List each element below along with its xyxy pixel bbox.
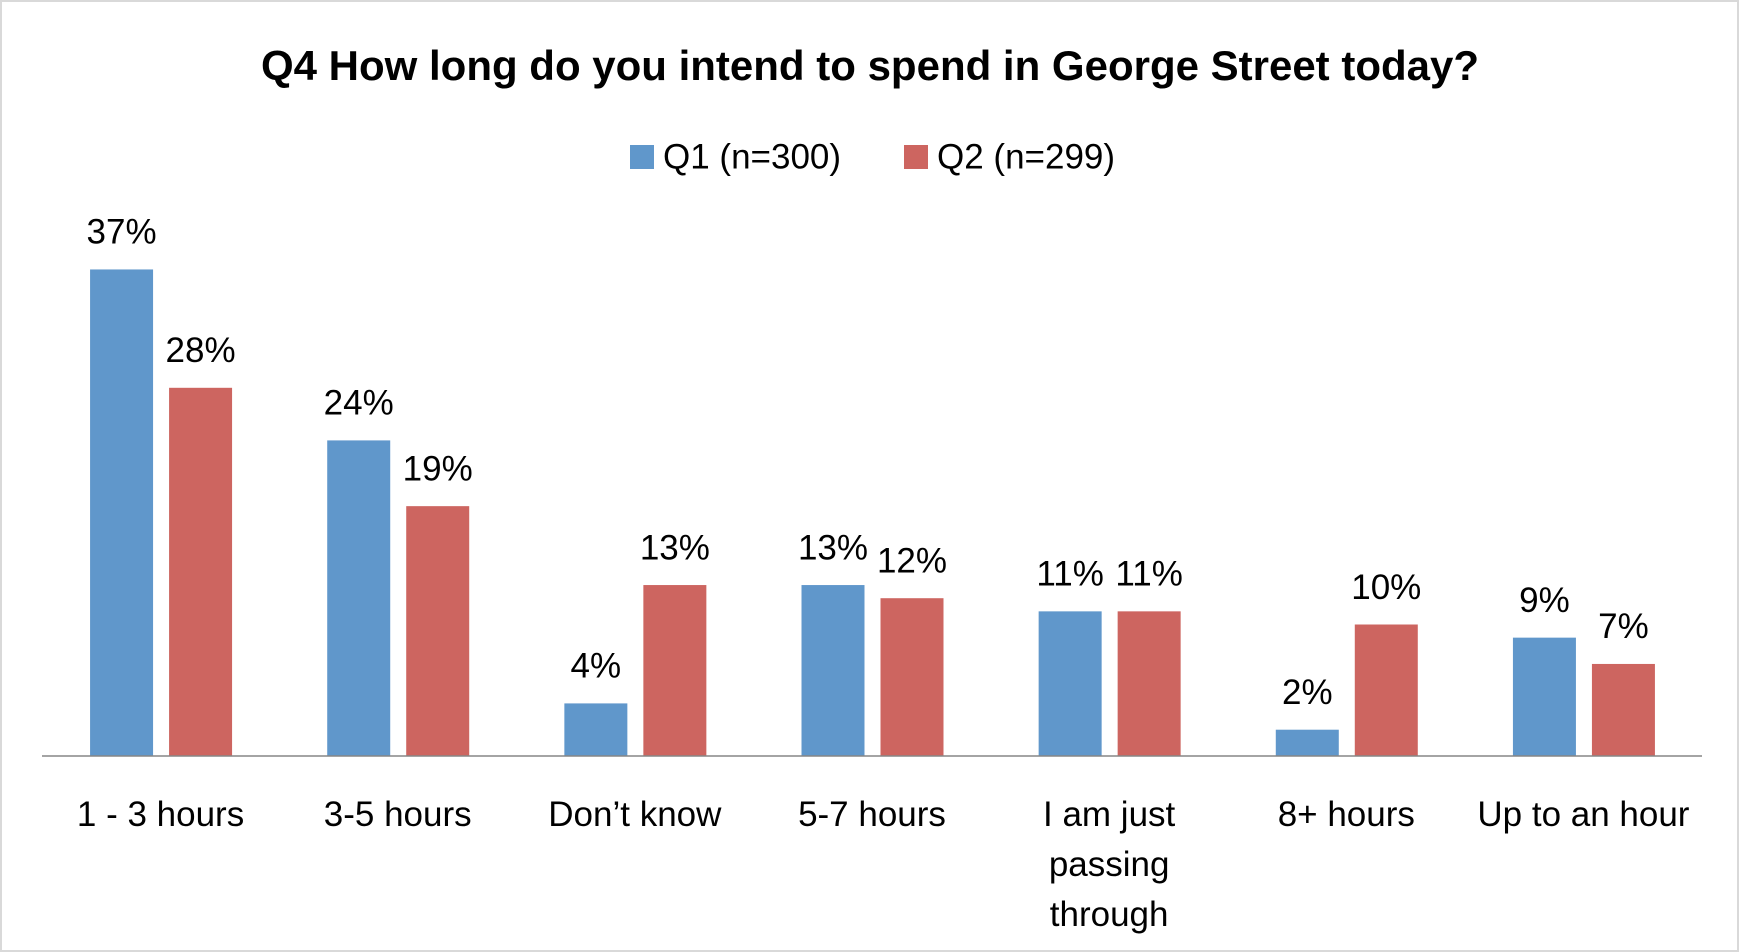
data-label: 10% — [1351, 568, 1421, 607]
data-label: 11% — [1036, 555, 1103, 594]
data-label: 13% — [798, 528, 868, 567]
data-label: 28% — [166, 331, 236, 370]
bar — [564, 703, 628, 756]
data-label: 13% — [640, 528, 710, 567]
bar — [90, 269, 154, 756]
bar — [1512, 637, 1576, 756]
data-label: 11% — [1115, 555, 1182, 594]
data-label: 12% — [877, 541, 947, 580]
chart-title: Q4 How long do you intend to spend in Ge… — [261, 42, 1479, 89]
legend-swatch — [630, 145, 654, 169]
x-tick-label: Up to an hour — [1477, 795, 1690, 834]
x-tick-label: 8+ hours — [1277, 795, 1415, 834]
legend-label: Q2 (n=299) — [937, 137, 1115, 176]
bar — [1591, 663, 1655, 756]
data-label: 19% — [403, 449, 473, 488]
bar — [327, 440, 391, 756]
bar — [880, 598, 944, 756]
bar — [169, 387, 233, 756]
bar — [1354, 624, 1418, 756]
bar — [1038, 611, 1102, 756]
bar — [801, 585, 865, 756]
x-tick-label: 1 - 3 hours — [76, 795, 245, 834]
data-label: 2% — [1282, 673, 1333, 712]
x-tick-label: 5-7 hours — [798, 795, 946, 834]
data-label: 24% — [324, 384, 394, 423]
data-label: 7% — [1598, 607, 1649, 646]
data-label: 4% — [571, 647, 622, 686]
data-label: 37% — [87, 213, 157, 252]
x-tick-label: Don’t know — [548, 795, 722, 834]
bar — [1117, 611, 1181, 756]
x-tick-label: I am just passing through — [1043, 795, 1176, 934]
data-label: 9% — [1519, 581, 1570, 620]
bar — [406, 506, 470, 756]
legend-swatch — [904, 145, 928, 169]
x-tick-label: 3-5 hours — [323, 795, 472, 834]
bar — [1275, 729, 1339, 756]
legend-label: Q1 (n=300) — [663, 137, 841, 176]
bar — [643, 585, 707, 756]
